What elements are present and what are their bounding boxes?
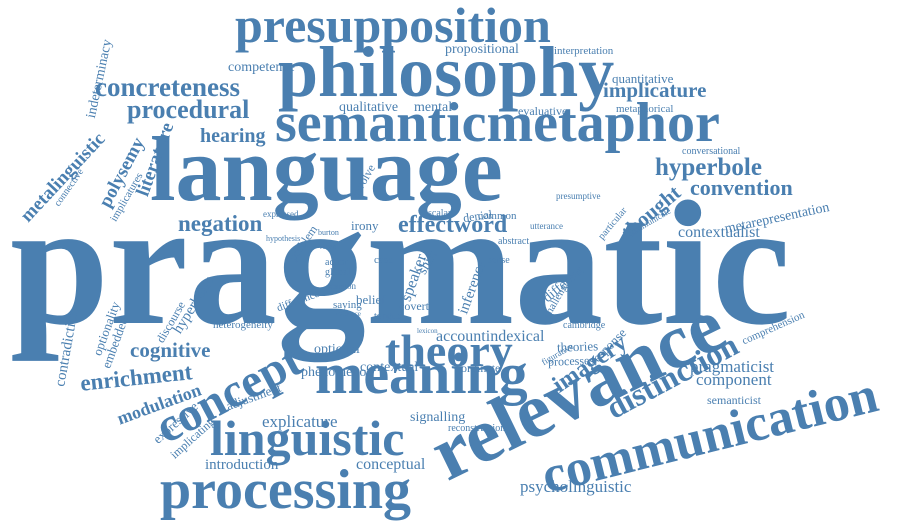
cloud-word: sense [488,255,510,266]
cloud-word: contextualist [678,224,760,241]
cloud-word: theory [385,325,513,376]
cloud-word: quantitative [612,71,674,86]
cloud-word: tongue [374,311,402,322]
cloud-word: language [150,118,503,220]
cloud-word: abstract [498,236,530,247]
cloud-word: irony [351,218,379,233]
cloud-word: semanticmetaphor [275,92,720,154]
cloud-word: evaluative [518,104,568,118]
cloud-word: case [374,254,393,266]
cloud-word: procedural [127,95,250,124]
cloud-word: presumptive [556,191,601,201]
cloud-word: explicature [262,412,338,431]
cloud-word: global [325,267,350,278]
cloud-word: expressed [263,209,299,219]
cloud-word: qualitative [339,100,399,115]
cloud-word: signalling [410,410,466,425]
cloud-word: introduction [205,457,279,473]
cloud-word: concreteness [95,72,240,102]
cloud-word: convention [690,175,793,200]
cloud-word: hypothesis [266,234,301,243]
cloud-word: optional [314,342,360,357]
cloud-word: scalar [428,208,452,219]
cloud-word: accountindexical [436,328,545,345]
cloud-word: pragmaticist [690,357,775,376]
cloud-word: linguistic [210,410,405,466]
cloud-word: component [696,370,772,389]
cloud-word: reconstruction [448,423,506,434]
cloud-word: covert [399,299,429,313]
cloud-word: competence [228,60,295,75]
cloud-word: negation [178,211,263,236]
cloud-word: psycholinguistic [520,477,632,496]
cloud-word: hyperbole [655,154,762,181]
cloud-word: conceptual [356,456,426,473]
cloud-word: philosophy [278,32,615,112]
cloud-word: carston [330,281,356,291]
cloud-word: metaphorical [616,103,674,115]
cloud-word: lexicon [417,327,438,335]
cloud-word: saying [333,299,362,311]
cloud-word: burton [318,228,339,237]
cloud-word: meaning [315,341,528,406]
cloud-word: mental [414,100,453,115]
cloud-word: heterogeneity [213,319,273,331]
cloud-word: cambridge [563,320,606,331]
cloud-word: presupposition [235,0,551,53]
cloud-word: processing [160,459,411,521]
cloud-word: effectword [398,212,508,238]
cloud-word: implicature [603,78,707,102]
cloud-word: conversational [682,146,741,157]
cloud-word: interpretation [554,45,614,57]
cloud-word: common [478,210,517,222]
cloud-word: ordinate [461,361,501,375]
cloud-word: propositional [445,42,519,57]
cloud-word: phenomenon [301,365,374,380]
cloud-word: hearing [200,125,266,147]
cloud-word: pragmatic [10,164,792,362]
cloud-word: cognitive [130,338,211,362]
cloud-word: utterance [530,221,563,231]
cloud-word: action [325,257,350,268]
cloud-word: semanticist [707,393,761,407]
cloud-word: contextual [360,360,419,375]
cloud-word: robert [320,243,337,251]
cloud-word: evidence [336,310,361,318]
cloud-word: belief [356,292,386,307]
